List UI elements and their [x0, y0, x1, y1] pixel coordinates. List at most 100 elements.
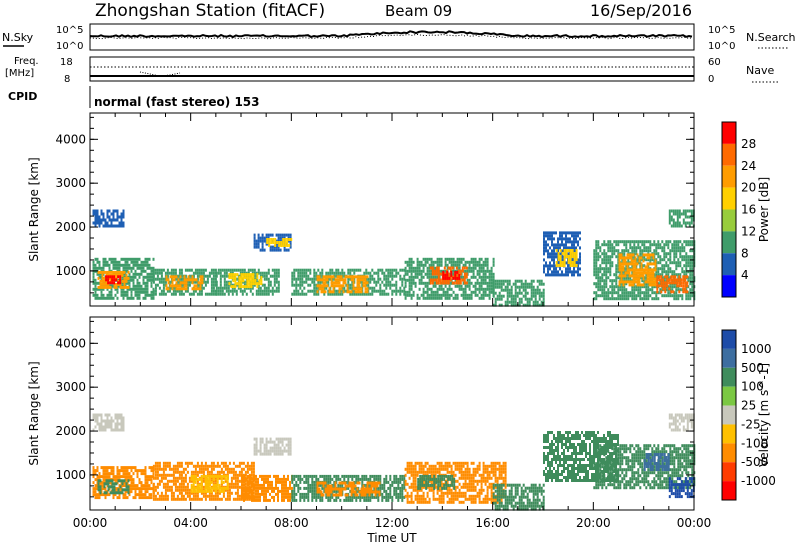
data-cell	[613, 291, 616, 295]
data-cell	[279, 489, 281, 493]
data-cell	[173, 284, 176, 288]
data-cell	[219, 274, 222, 278]
data-cell	[144, 284, 147, 288]
data-cell	[261, 289, 264, 293]
data-cell	[431, 266, 434, 270]
data-cell	[640, 271, 643, 275]
data-cell	[522, 303, 525, 307]
data-cell	[183, 278, 186, 282]
data-cell	[108, 224, 111, 228]
data-cell	[478, 266, 481, 270]
data-cell	[617, 297, 620, 301]
data-cell	[275, 474, 277, 478]
data-cell	[625, 291, 628, 295]
data-cell	[100, 293, 103, 297]
data-cell	[106, 263, 109, 267]
data-cell	[404, 269, 407, 273]
data-cell	[185, 287, 188, 291]
velocity-echo-region	[97, 479, 130, 495]
data-cell	[563, 258, 566, 261]
nave-label: Nave	[746, 64, 774, 77]
data-cell	[158, 464, 161, 468]
data-cell	[547, 270, 549, 274]
data-cell	[110, 212, 113, 216]
data-cell	[685, 258, 688, 262]
data-cell	[672, 275, 675, 279]
data-cell	[271, 489, 273, 493]
data-cell	[605, 273, 608, 277]
data-cell	[676, 281, 679, 285]
data-cell	[275, 242, 278, 246]
data-cell	[150, 496, 153, 500]
data-cell	[492, 260, 495, 264]
data-cell	[528, 300, 531, 304]
data-cell	[490, 269, 493, 273]
data-cell	[124, 493, 127, 497]
data-cell	[418, 296, 421, 300]
data-cell	[94, 278, 97, 282]
data-cell	[659, 288, 662, 292]
data-cell	[92, 281, 95, 285]
data-cell	[661, 267, 664, 271]
data-cell	[178, 485, 181, 489]
data-cell	[181, 281, 184, 285]
data-cell	[464, 284, 467, 288]
data-cell	[672, 290, 675, 294]
data-cell	[426, 260, 429, 264]
data-cell	[557, 255, 560, 258]
data-cell	[362, 284, 365, 288]
data-cell	[490, 281, 493, 285]
data-cell	[619, 285, 622, 289]
data-cell	[289, 443, 292, 447]
data-cell	[148, 275, 151, 279]
data-cell	[138, 493, 141, 497]
data-cell	[144, 490, 147, 494]
data-cell	[426, 281, 429, 285]
data-cell	[621, 291, 624, 295]
data-cell	[295, 292, 298, 296]
data-cell	[418, 281, 421, 285]
data-cell	[352, 275, 355, 279]
data-cell	[176, 485, 179, 489]
data-cell	[683, 246, 686, 250]
data-cell	[246, 464, 249, 468]
data-cell	[146, 293, 149, 297]
data-cell	[210, 292, 213, 296]
data-cell	[526, 300, 529, 304]
data-cell	[162, 280, 165, 284]
data-cell	[655, 246, 658, 250]
data-cell	[543, 234, 545, 238]
data-cell	[263, 483, 265, 487]
data-cell	[498, 279, 501, 283]
data-cell	[643, 243, 646, 247]
data-cell	[201, 275, 204, 279]
data-cell	[138, 275, 141, 279]
data-cell	[530, 282, 533, 286]
data-cell	[110, 257, 113, 261]
data-cell	[247, 483, 249, 487]
data-cell	[269, 452, 272, 456]
data-cell	[225, 289, 228, 293]
data-cell	[110, 290, 113, 294]
data-cell	[192, 486, 195, 490]
data-cell	[178, 464, 181, 468]
data-cell	[152, 266, 155, 270]
data-cell	[465, 266, 468, 270]
data-cell	[307, 289, 310, 293]
data-cell	[633, 285, 636, 289]
data-cell	[512, 297, 515, 301]
data-cell	[528, 297, 531, 301]
data-cell	[634, 262, 637, 266]
data-cell	[615, 243, 618, 247]
data-cell	[277, 268, 280, 272]
data-cell	[96, 293, 99, 297]
data-cell	[456, 257, 459, 261]
data-cell	[492, 263, 495, 267]
data-cell	[408, 278, 411, 282]
data-cell	[132, 284, 135, 288]
data-cell	[498, 285, 501, 289]
data-cell	[309, 283, 312, 287]
data-cell	[134, 275, 137, 279]
data-cell	[353, 271, 356, 275]
data-cell	[615, 276, 618, 280]
